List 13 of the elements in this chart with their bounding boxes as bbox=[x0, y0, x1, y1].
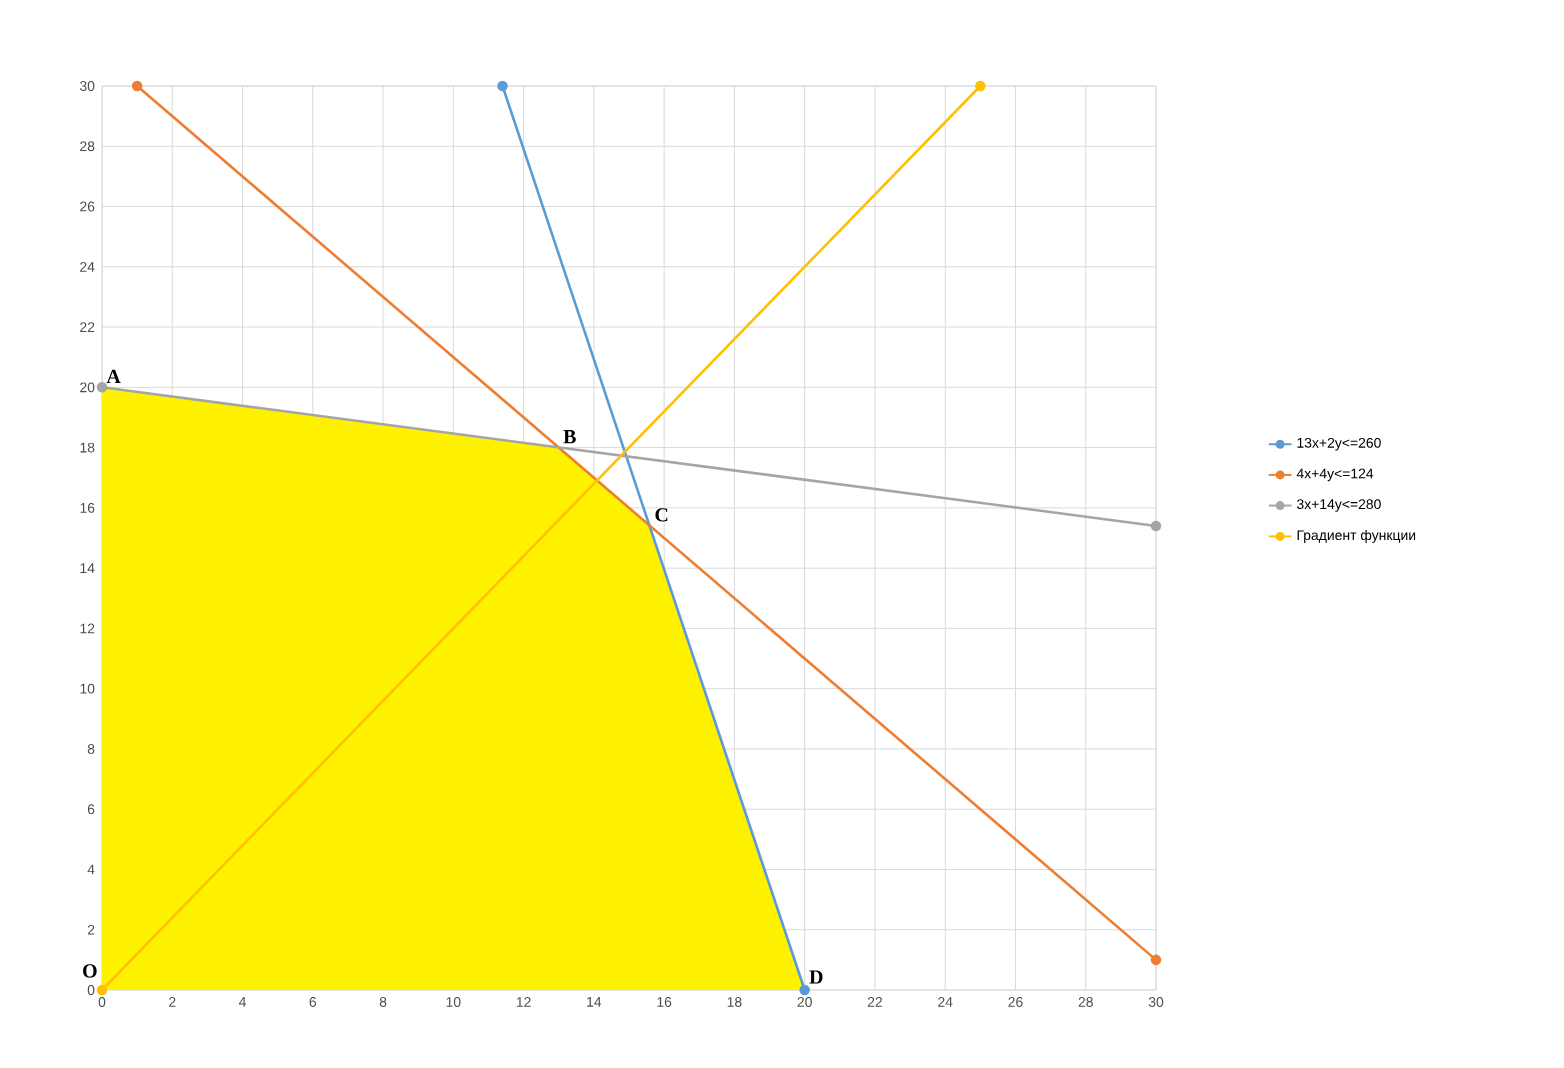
point bbox=[1150, 954, 1162, 966]
annotation: O bbox=[83, 964, 97, 978]
point bbox=[497, 80, 508, 92]
annotation: B bbox=[563, 430, 576, 444]
annotation: A bbox=[106, 369, 121, 383]
annotation: C bbox=[655, 508, 668, 522]
point bbox=[131, 80, 143, 92]
point bbox=[975, 80, 986, 92]
point bbox=[1150, 520, 1162, 532]
point bbox=[799, 984, 810, 996]
point bbox=[96, 382, 108, 393]
point bbox=[96, 984, 108, 996]
annotation: D bbox=[809, 970, 823, 984]
